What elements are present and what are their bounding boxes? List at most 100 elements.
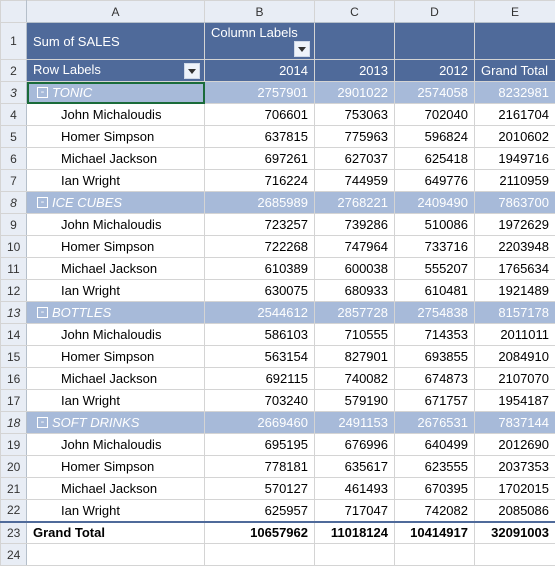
val-e[interactable]: 1702015 (475, 478, 555, 500)
val-d[interactable]: 610481 (395, 280, 475, 302)
empty-cell[interactable] (475, 544, 555, 566)
dropdown-icon[interactable] (294, 41, 310, 57)
grand-total-header[interactable]: Grand Total (475, 60, 555, 82)
group-d[interactable]: 2409490 (395, 192, 475, 214)
val-d[interactable]: 693855 (395, 346, 475, 368)
col-header-C[interactable]: C (315, 1, 395, 23)
val-c[interactable]: 740082 (315, 368, 395, 390)
group-label[interactable]: -BOTTLES (27, 302, 205, 324)
group-e[interactable]: 8157178 (475, 302, 555, 324)
person-name[interactable]: Michael Jackson (27, 478, 205, 500)
val-c[interactable]: 744959 (315, 170, 395, 192)
val-d[interactable]: 596824 (395, 126, 475, 148)
val-b[interactable]: 706601 (205, 104, 315, 126)
row-header[interactable]: 7 (1, 170, 27, 192)
row-header[interactable]: 10 (1, 236, 27, 258)
val-e[interactable]: 2110959 (475, 170, 555, 192)
val-b[interactable]: 570127 (205, 478, 315, 500)
val-c[interactable]: 827901 (315, 346, 395, 368)
val-b[interactable]: 586103 (205, 324, 315, 346)
column-labels-cell[interactable]: Column Labels (205, 23, 315, 60)
group-e[interactable]: 8232981 (475, 82, 555, 104)
group-label[interactable]: -TONIC (27, 82, 205, 104)
row-header[interactable]: 4 (1, 104, 27, 126)
person-name[interactable]: John Michaloudis (27, 434, 205, 456)
val-b[interactable]: 637815 (205, 126, 315, 148)
col-header-D[interactable]: D (395, 1, 475, 23)
person-name[interactable]: Homer Simpson (27, 346, 205, 368)
corner-cell[interactable] (1, 1, 27, 23)
val-b[interactable]: 563154 (205, 346, 315, 368)
val-e[interactable]: 2010602 (475, 126, 555, 148)
person-name[interactable]: Homer Simpson (27, 236, 205, 258)
grand-e[interactable]: 32091003 (475, 522, 555, 544)
row-header[interactable]: 9 (1, 214, 27, 236)
val-e[interactable]: 1765634 (475, 258, 555, 280)
person-name[interactable]: Michael Jackson (27, 258, 205, 280)
val-e[interactable]: 2084910 (475, 346, 555, 368)
person-name[interactable]: Ian Wright (27, 280, 205, 302)
pivot-title[interactable]: Sum of SALES (27, 23, 205, 60)
group-e[interactable]: 7837144 (475, 412, 555, 434)
grand-b[interactable]: 10657962 (205, 522, 315, 544)
empty-cell[interactable] (27, 544, 205, 566)
empty-cell[interactable] (315, 544, 395, 566)
grand-c[interactable]: 11018124 (315, 522, 395, 544)
val-b[interactable]: 697261 (205, 148, 315, 170)
dropdown-icon[interactable] (184, 63, 200, 79)
val-d[interactable]: 671757 (395, 390, 475, 412)
row-header[interactable]: 13 (1, 302, 27, 324)
row-header[interactable]: 23 (1, 522, 27, 544)
val-c[interactable]: 627037 (315, 148, 395, 170)
val-b[interactable]: 610389 (205, 258, 315, 280)
val-e[interactable]: 1921489 (475, 280, 555, 302)
person-name[interactable]: Ian Wright (27, 170, 205, 192)
val-c[interactable]: 747964 (315, 236, 395, 258)
val-c[interactable]: 717047 (315, 500, 395, 522)
person-name[interactable]: John Michaloudis (27, 214, 205, 236)
val-e[interactable]: 2085086 (475, 500, 555, 522)
row-header[interactable]: 19 (1, 434, 27, 456)
val-c[interactable]: 579190 (315, 390, 395, 412)
col-header-A[interactable]: A (27, 1, 205, 23)
grand-total-label[interactable]: Grand Total (27, 522, 205, 544)
val-c[interactable]: 461493 (315, 478, 395, 500)
row-labels-cell[interactable]: Row Labels (27, 60, 205, 82)
year-2014[interactable]: 2014 (205, 60, 315, 82)
group-d[interactable]: 2574058 (395, 82, 475, 104)
collapse-icon[interactable]: - (37, 417, 48, 428)
val-c[interactable]: 739286 (315, 214, 395, 236)
row-header[interactable]: 3 (1, 82, 27, 104)
group-d[interactable]: 2754838 (395, 302, 475, 324)
val-b[interactable]: 630075 (205, 280, 315, 302)
val-c[interactable]: 753063 (315, 104, 395, 126)
person-name[interactable]: Michael Jackson (27, 368, 205, 390)
val-e[interactable]: 2011011 (475, 324, 555, 346)
row-header[interactable]: 14 (1, 324, 27, 346)
val-b[interactable]: 692115 (205, 368, 315, 390)
group-c[interactable]: 2857728 (315, 302, 395, 324)
val-d[interactable]: 670395 (395, 478, 475, 500)
row-header[interactable]: 11 (1, 258, 27, 280)
val-d[interactable]: 742082 (395, 500, 475, 522)
val-e[interactable]: 1954187 (475, 390, 555, 412)
val-d[interactable]: 702040 (395, 104, 475, 126)
col-header-B[interactable]: B (205, 1, 315, 23)
group-d[interactable]: 2676531 (395, 412, 475, 434)
row-header[interactable]: 1 (1, 23, 27, 60)
val-e[interactable]: 1949716 (475, 148, 555, 170)
val-b[interactable]: 716224 (205, 170, 315, 192)
val-b[interactable]: 778181 (205, 456, 315, 478)
row-header[interactable]: 15 (1, 346, 27, 368)
val-d[interactable]: 640499 (395, 434, 475, 456)
val-d[interactable]: 649776 (395, 170, 475, 192)
year-2013[interactable]: 2013 (315, 60, 395, 82)
val-c[interactable]: 676996 (315, 434, 395, 456)
group-b[interactable]: 2757901 (205, 82, 315, 104)
row-header[interactable]: 20 (1, 456, 27, 478)
val-d[interactable]: 623555 (395, 456, 475, 478)
collapse-icon[interactable]: - (37, 197, 48, 208)
val-c[interactable]: 635617 (315, 456, 395, 478)
val-c[interactable]: 680933 (315, 280, 395, 302)
collapse-icon[interactable]: - (37, 307, 48, 318)
